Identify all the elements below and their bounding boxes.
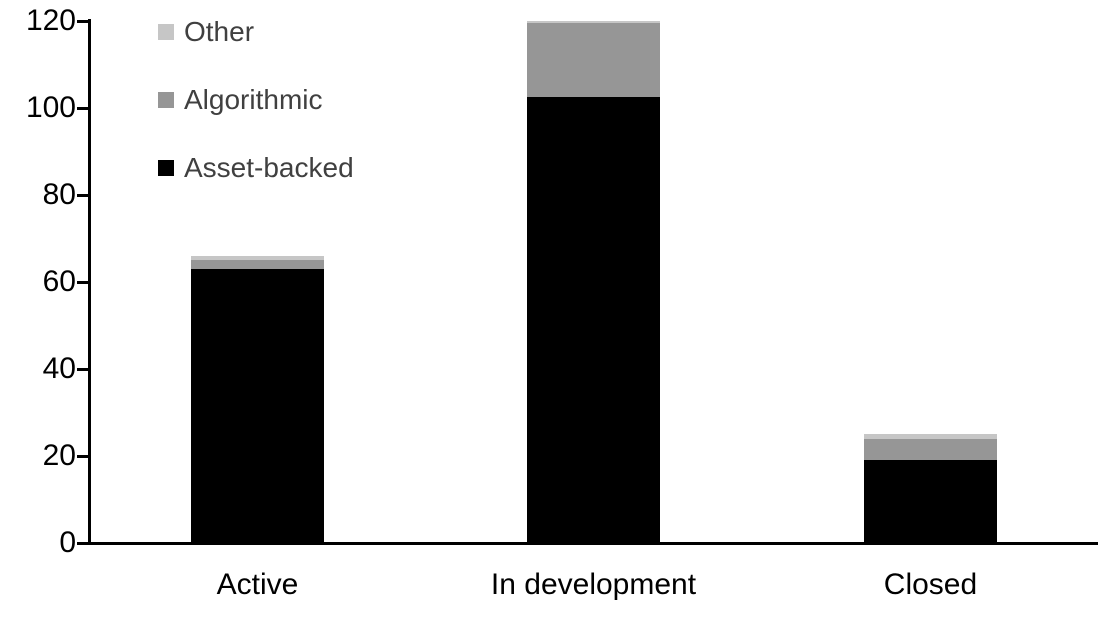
bar-segment-algorithmic-in-development (527, 23, 660, 98)
y-axis-tick-label: 100 (25, 91, 76, 124)
y-axis-tick-label: 80 (42, 178, 76, 211)
y-axis-tick-mark (77, 367, 90, 371)
legend: Other Algorithmic Asset-backed (158, 16, 354, 220)
legend-label-asset-backed: Asset-backed (184, 152, 354, 183)
bar-segment-other-closed (864, 434, 997, 439)
y-axis-line (88, 19, 91, 545)
bar-segment-asset-backed-active (191, 268, 324, 543)
y-axis-tick-label: 40 (42, 352, 76, 385)
x-axis-label-active: Active (216, 568, 299, 601)
x-axis-label-in-development: In development (490, 568, 697, 601)
legend-item-other: Other (158, 16, 354, 48)
legend-label-other: Other (184, 16, 255, 47)
legend-swatch-other-icon (158, 24, 174, 40)
bar-segment-algorithmic-active (191, 260, 324, 269)
legend-item-algorithmic: Algorithmic (158, 84, 354, 116)
y-axis-tick-label: 120 (25, 4, 76, 37)
y-axis-tick-mark (77, 106, 90, 110)
bar-segment-other-active (191, 255, 324, 261)
bar-segment-asset-backed-in-development (527, 97, 660, 543)
x-axis-line (78, 541, 1098, 545)
legend-swatch-algorithmic-icon (158, 92, 174, 108)
bar-segment-asset-backed-closed (864, 460, 997, 543)
legend-item-asset-backed: Asset-backed (158, 152, 354, 184)
legend-label-algorithmic: Algorithmic (184, 84, 323, 115)
y-axis-tick-label: 20 (42, 439, 76, 472)
y-axis-tick-mark (77, 280, 90, 284)
x-axis-label-closed: Closed (883, 568, 978, 601)
bar-segment-algorithmic-closed (864, 438, 997, 461)
y-axis-tick-label: 60 (42, 265, 76, 298)
y-axis-tick-mark (77, 193, 90, 197)
y-axis-tick-mark (77, 454, 90, 458)
y-axis-tick-label: 0 (59, 526, 76, 559)
bar-segment-other-in-development (527, 21, 660, 24)
legend-swatch-asset-backed-icon (158, 160, 174, 176)
y-axis-tick-mark (77, 19, 90, 23)
